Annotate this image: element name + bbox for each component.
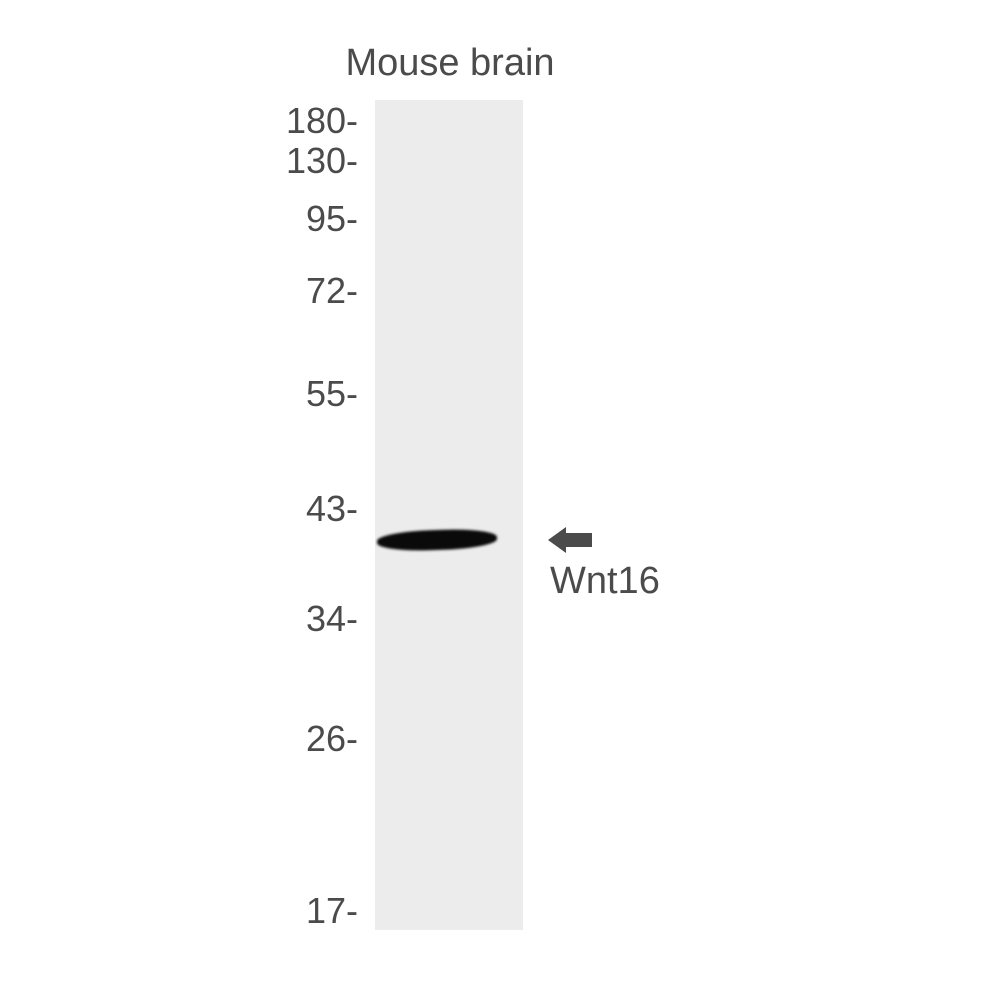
- ladder-mark: 95-: [238, 198, 358, 240]
- sample-label: Mouse brain: [300, 42, 600, 85]
- ladder-mark: 55-: [238, 373, 358, 415]
- ladder-mark: 130-: [238, 140, 358, 182]
- ladder-mark: 17-: [238, 890, 358, 932]
- target-arrow: [548, 520, 608, 565]
- target-protein-label: Wnt16: [550, 560, 660, 603]
- ladder-mark: 34-: [238, 598, 358, 640]
- ladder-mark: 26-: [238, 718, 358, 760]
- ladder-mark: 72-: [238, 270, 358, 312]
- western-blot-figure: { "figure": { "type": "western-blot", "b…: [0, 0, 1000, 1000]
- ladder-mark: 180-: [238, 100, 358, 142]
- protein-band: [377, 528, 498, 552]
- ladder-mark: 43-: [238, 488, 358, 530]
- blot-lane: [375, 100, 523, 930]
